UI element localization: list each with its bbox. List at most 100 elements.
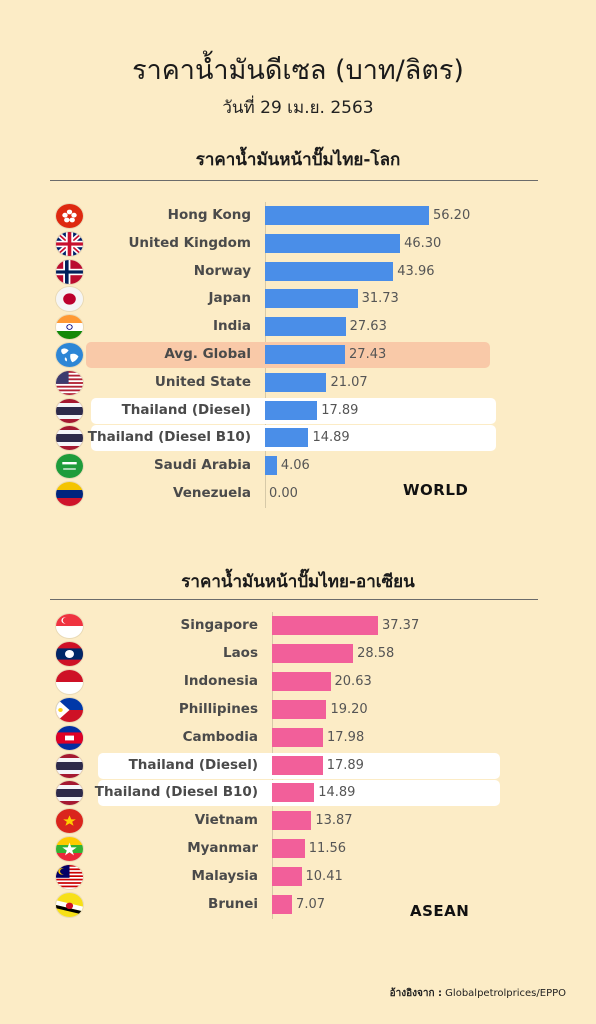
chart-row: Cambodia 17.98 — [0, 724, 596, 752]
category-label: Malaysia — [191, 868, 258, 885]
price-bar — [272, 895, 293, 914]
price-bar — [272, 727, 323, 747]
category-label: Indonesia — [183, 672, 258, 689]
price-bar — [265, 428, 309, 448]
price-bar — [272, 811, 312, 831]
category-label: Avg. Global — [164, 346, 251, 362]
price-bar — [265, 233, 401, 253]
chart-row: Phillipines 19.20 — [0, 696, 596, 724]
japan-flag-icon — [56, 287, 83, 312]
norway-flag-icon — [56, 259, 83, 284]
date-subtitle: วันที่ 29 เม.ย. 2563 — [222, 98, 374, 118]
category-label: Singapore — [180, 617, 259, 633]
chart-row: Venezuela 0.00 — [0, 480, 596, 508]
chart-row: Myanmar 11.56 — [0, 835, 596, 863]
source-prefix: อ้างอิงจาก : — [389, 988, 442, 999]
category-label: Brunei — [208, 896, 258, 912]
venezuela-flag-icon — [56, 482, 83, 506]
chart-row: Malaysia 10.41 — [0, 863, 596, 891]
value-label: 17.89 — [321, 402, 359, 418]
price-bar — [265, 400, 318, 420]
price-bar — [265, 289, 358, 309]
world-divider — [50, 180, 538, 181]
value-label: 17.89 — [326, 757, 364, 773]
category-label: Phillipines — [178, 700, 258, 717]
chart-row: United Kingdom 46.30 — [0, 230, 596, 258]
philippines-flag-icon — [56, 697, 83, 722]
thailand-flag-icon — [56, 398, 83, 423]
asean-region-tag: ASEAN — [410, 902, 470, 920]
india-flag-icon — [56, 315, 83, 340]
value-label: 56.20 — [433, 208, 471, 223]
laos-flag-icon — [56, 641, 83, 666]
category-label: Thailand (Diesel B10) — [94, 784, 258, 801]
category-label: Myanmar — [187, 840, 258, 857]
asean-price-chart: Singapore 37.37 Laos 28.58 Indonesia 20.63 Phi… — [0, 612, 596, 922]
category-label: India — [212, 318, 251, 335]
indonesia-flag-icon — [56, 669, 83, 694]
chart-row: United State 21.07 — [0, 369, 596, 397]
source-credit: อ้างอิงจาก : Globalpetrolprices/EPPO — [390, 986, 566, 1001]
source-text: Globalpetrolprices/EPPO — [445, 988, 566, 999]
value-label: 27.63 — [349, 319, 387, 335]
chart-row: Indonesia 20.63 — [0, 668, 596, 696]
price-bar — [272, 867, 302, 887]
price-bar — [272, 699, 327, 719]
price-bar — [272, 839, 305, 859]
price-bar — [265, 345, 346, 364]
category-label: Laos — [222, 644, 258, 661]
chart-row: Hong Kong 56.20 — [0, 202, 596, 230]
chart-row: Thailand (Diesel B10) 14.89 — [0, 779, 596, 807]
vietnam-flag-icon — [56, 809, 83, 834]
chart-row: Thailand (Diesel) 17.89 — [0, 752, 596, 780]
category-label: Cambodia — [182, 728, 258, 745]
value-label: 37.37 — [382, 618, 420, 633]
chart-row: Brunei 7.07 — [0, 891, 596, 919]
value-label: 11.56 — [308, 841, 346, 857]
page-title: ราคาน้ำมันดีเซล (บาท/ลิตร) — [132, 55, 464, 86]
world-price-chart: Hong Kong 56.20 United Kingdom 46.30 Norway 4… — [0, 202, 596, 512]
value-label: 27.43 — [349, 347, 387, 362]
value-label: 21.07 — [330, 374, 368, 390]
category-label: Thailand (Diesel) — [128, 756, 258, 773]
category-label: Norway — [193, 262, 251, 279]
thailand-flag-icon — [56, 753, 83, 778]
value-label: 10.41 — [305, 869, 343, 885]
globe-icon — [56, 343, 83, 367]
chart-row: Norway 43.96 — [0, 258, 596, 286]
value-label: 7.07 — [296, 897, 325, 912]
price-bar — [265, 372, 327, 392]
value-label: 14.89 — [312, 430, 350, 446]
price-bar — [265, 456, 277, 476]
saudi-flag-icon — [56, 454, 83, 479]
world-region-tag: WORLD — [403, 481, 469, 499]
value-label: 31.73 — [361, 291, 399, 307]
uk-flag-icon — [56, 231, 83, 256]
category-label: United State — [154, 373, 251, 390]
price-bar — [272, 671, 331, 691]
value-label: 43.96 — [397, 263, 435, 279]
price-bar — [272, 643, 354, 663]
chart-row: Singapore 37.37 — [0, 612, 596, 640]
myanmar-flag-icon — [56, 837, 83, 862]
price-bar — [272, 755, 323, 775]
brunei-flag-icon — [56, 893, 83, 917]
category-label: Saudi Arabia — [153, 457, 251, 474]
chart-row: Laos 28.58 — [0, 640, 596, 668]
value-label: 28.58 — [357, 645, 395, 661]
chart-row: Avg. Global 27.43 — [0, 341, 596, 369]
value-label: 13.87 — [315, 813, 353, 829]
value-label: 46.30 — [404, 235, 442, 251]
value-label: 4.06 — [280, 458, 310, 474]
price-bar — [272, 783, 315, 803]
price-bar — [265, 261, 394, 281]
hongkong-flag-icon — [56, 204, 83, 228]
thailand-flag-icon — [56, 426, 83, 451]
price-bar — [265, 206, 429, 225]
chart-row: Vietnam 13.87 — [0, 807, 596, 835]
thailand-flag-icon — [56, 781, 83, 806]
world-section-title: ราคาน้ำมันหน้าปั๊มไทย-โลก — [195, 150, 401, 170]
malaysia-flag-icon — [56, 865, 83, 890]
asean-section-title: ราคาน้ำมันหน้าปั๊มไทย-อาเซียน — [181, 572, 415, 592]
chart-row: Thailand (Diesel B10) 14.89 — [0, 424, 596, 452]
